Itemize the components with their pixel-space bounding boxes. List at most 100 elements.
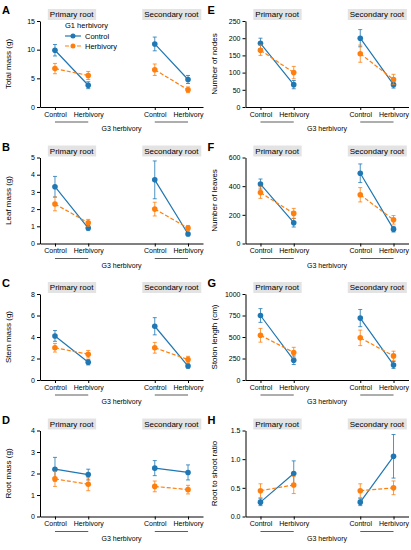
tick: 150 (229, 52, 246, 59)
axis-line (246, 517, 409, 518)
tick: 2 (31, 206, 40, 213)
error-bar (53, 343, 57, 352)
error-bar (153, 202, 157, 216)
tick-mark (243, 459, 246, 460)
marks (52, 318, 191, 369)
error-bar (53, 63, 57, 73)
tick-label: Herbivory (379, 111, 409, 119)
tick: 0.5 (231, 485, 246, 492)
tick: Herbivory (174, 517, 204, 529)
error-bar (86, 478, 90, 491)
group-header-box (48, 9, 96, 20)
tick-mark (394, 107, 395, 110)
group-header-label: Primary root (50, 10, 94, 19)
tick: 6 (31, 312, 40, 319)
error-bar (53, 197, 57, 211)
tick-mark (394, 380, 395, 383)
y-axis: 0200400600 (229, 154, 246, 247)
group-header: Primary root (48, 9, 96, 20)
point (52, 476, 58, 482)
tick-label: Herbivory (74, 520, 104, 528)
point (52, 184, 58, 190)
tick: 200 (229, 35, 246, 42)
tick: Herbivory (379, 380, 409, 392)
point (391, 217, 397, 223)
tick: 0 (31, 377, 40, 384)
x-axis-title: G3 herbivory (101, 398, 142, 406)
group-bracket (55, 395, 88, 396)
error-bar (392, 74, 396, 84)
tick-label: Control (44, 384, 67, 391)
point (85, 481, 91, 487)
error-bar (358, 499, 362, 506)
tick-label: 2 (31, 206, 35, 213)
error-bar (258, 45, 262, 55)
point (357, 51, 363, 57)
point (152, 177, 158, 183)
axis-line (246, 295, 247, 381)
tick-mark (243, 294, 246, 295)
tick: 1.0 (231, 456, 246, 463)
tick: 250 (229, 18, 246, 25)
group-header: Primary root (253, 419, 301, 430)
axis-line (41, 107, 204, 108)
tick-label: 4 (31, 334, 35, 341)
tick-label: 6 (31, 312, 35, 319)
error-bar (153, 481, 157, 492)
point (391, 485, 397, 491)
tick-label: 0 (31, 240, 35, 247)
group-header-label: Secondary root (144, 420, 199, 429)
tick-mark (260, 107, 261, 110)
group-header-label: Secondary root (350, 283, 405, 292)
tick: 0 (237, 104, 246, 111)
group-bracket (155, 258, 188, 259)
tick-label: 200 (229, 212, 241, 219)
panel: 02468ControlHerbivoryControlHerbivorySte… (2, 277, 204, 406)
group-bracket (155, 122, 188, 123)
tick-mark (37, 244, 40, 245)
error-bar (392, 435, 396, 479)
point (185, 487, 191, 493)
x-axis: ControlHerbivoryControlHerbivory (246, 380, 410, 392)
panel-label: H (208, 414, 216, 426)
panel: 02505007501000ControlHerbivoryControlHer… (208, 277, 410, 406)
tick-label: Control (349, 247, 372, 254)
tick-label: Herbivory (279, 247, 309, 255)
axis-line (41, 380, 204, 381)
group-header: Secondary root (142, 146, 201, 157)
error-bar (358, 330, 362, 345)
panel-label: A (2, 4, 10, 16)
point (152, 484, 158, 490)
tick-label: Herbivory (379, 247, 409, 255)
axis-line (40, 22, 41, 108)
tick-mark (243, 380, 246, 381)
tick: 0 (31, 104, 40, 111)
group-bracket (155, 531, 188, 532)
point (152, 67, 158, 73)
tick: 8 (31, 291, 40, 298)
point (258, 47, 264, 53)
panel: 0.00.51.01.5ControlHerbivoryControlHerbi… (208, 414, 410, 543)
error-bar (153, 318, 157, 335)
series-line (260, 456, 393, 502)
tick-label: 5 (31, 75, 35, 82)
group-bracket (55, 258, 88, 259)
point (185, 231, 191, 237)
axis-line (41, 244, 204, 245)
tick-mark (37, 107, 40, 108)
y-axis: 012345 (31, 154, 40, 247)
group-header-box (48, 146, 96, 157)
tick-label: 0 (237, 104, 241, 111)
tick: 4 (31, 334, 40, 341)
point (85, 82, 91, 88)
tick-mark (37, 452, 40, 453)
tick: Herbivory (74, 517, 104, 529)
tick-label: Control (250, 111, 273, 118)
tick: Herbivory (174, 380, 204, 392)
group-bracket (155, 395, 188, 396)
point (357, 315, 363, 321)
point (52, 345, 58, 351)
tick-mark (243, 517, 246, 518)
group-header-box (142, 282, 201, 293)
tick-label: 0.0 (231, 513, 241, 520)
